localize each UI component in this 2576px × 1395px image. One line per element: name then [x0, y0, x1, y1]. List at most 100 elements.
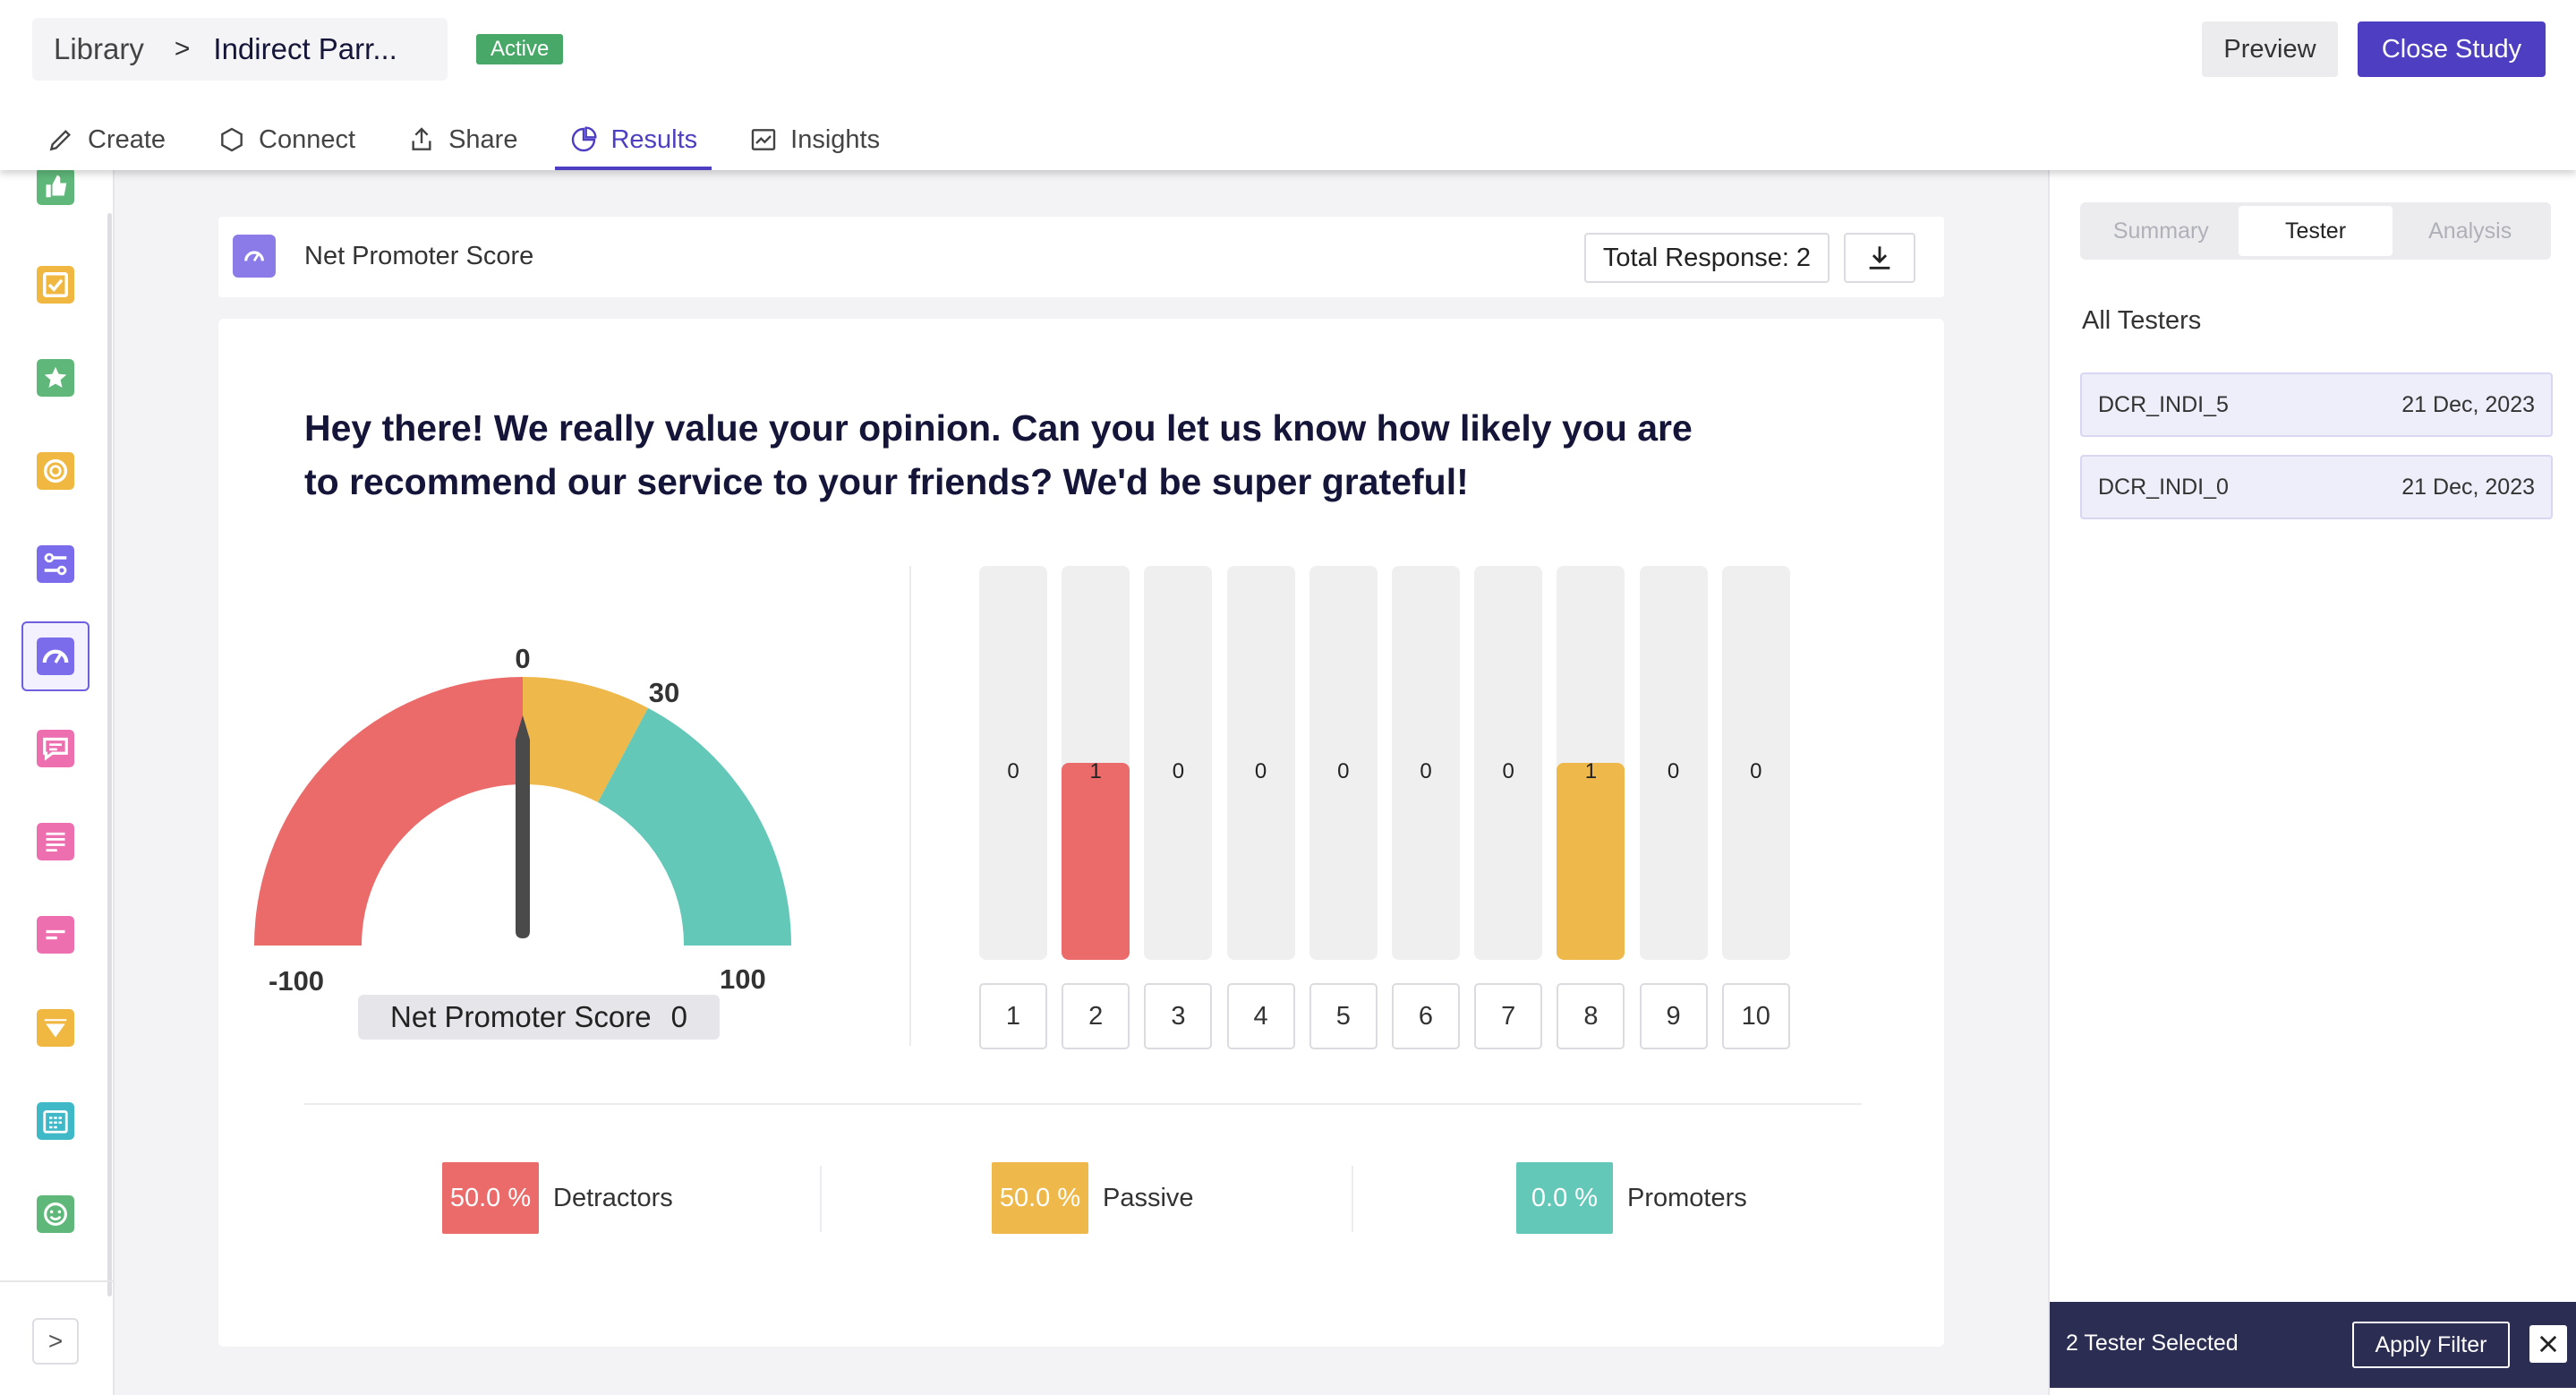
bar-track: [979, 566, 1047, 960]
chart-divider: [909, 566, 911, 1046]
thumbs-up-icon[interactable]: [32, 163, 79, 210]
calendar-icon[interactable]: [32, 1098, 79, 1144]
bar-fill: [1062, 763, 1130, 960]
summary-divider: [304, 1103, 1862, 1105]
bar-value-label: 0: [1172, 759, 1185, 783]
sidebar-divider: [0, 1280, 115, 1282]
bar-value-label: 0: [1750, 759, 1762, 783]
bar-value-label: 0: [1007, 759, 1019, 783]
bar-value-label: 0: [1254, 759, 1267, 783]
nps-summary: 50.0 % Detractors 50.0 % Passive 0.0 % P…: [218, 1160, 1944, 1236]
breadcrumb-separator: >: [174, 34, 191, 64]
passive-percent: 50.0 %: [992, 1162, 1088, 1234]
question-type-title: Net Promoter Score: [304, 242, 534, 270]
tab-analysis[interactable]: Analysis: [2428, 218, 2512, 244]
bar-fill: [1557, 763, 1625, 960]
checkbox-icon[interactable]: [32, 261, 79, 308]
breadcrumb: Library > Indirect Parr...: [32, 18, 448, 81]
bar-track: [1639, 566, 1708, 960]
insights-chart-icon: [751, 129, 776, 150]
bar-track: [1144, 566, 1213, 960]
gauge-passive-segment: [523, 677, 648, 802]
score-category-label: 9: [1639, 983, 1708, 1049]
score-category-label: 1: [979, 983, 1047, 1049]
share-icon: [412, 127, 431, 150]
gauge-detractors-segment: [254, 677, 523, 946]
gauge-needle: [516, 715, 530, 938]
dropdown-icon[interactable]: [32, 1005, 79, 1051]
star-icon[interactable]: [32, 355, 79, 401]
tab-connect-label: Connect: [259, 124, 356, 154]
status-badge: Active: [476, 34, 564, 64]
bar-value-label: 0: [1420, 759, 1432, 783]
breadcrumb-current-study: Indirect Parr...: [213, 32, 397, 65]
score-category-label: 7: [1474, 983, 1543, 1049]
long-text-icon[interactable]: [32, 818, 79, 865]
target-icon[interactable]: [32, 448, 79, 494]
detractors-percent: 50.0 %: [442, 1162, 539, 1234]
question-header: Net Promoter Score Total Response: 2: [218, 217, 1944, 297]
detractors-label: Detractors: [553, 1183, 673, 1212]
gauge-icon[interactable]: [21, 621, 90, 691]
tab-summary[interactable]: Summary: [2112, 218, 2209, 244]
tab-share-label: Share: [448, 124, 518, 154]
main-nav: Create Connect Share Results Insights: [32, 109, 917, 170]
nps-score-value: 0: [670, 1000, 687, 1033]
gauge-max-label: 100: [720, 963, 766, 995]
download-icon: [1869, 246, 1890, 270]
bar-track: [1557, 566, 1625, 960]
pencil-icon: [49, 129, 72, 151]
passive-summary: 50.0 % Passive: [992, 1160, 1194, 1236]
score-category-label: 10: [1721, 983, 1790, 1049]
question-text: Hey there! We really value your opinion.…: [304, 407, 1693, 502]
tab-insights[interactable]: Insights: [735, 109, 894, 170]
expand-sidebar-button[interactable]: >: [32, 1318, 79, 1365]
bar-track: [1392, 566, 1460, 960]
promoters-summary: 0.0 % Promoters: [1516, 1160, 1747, 1236]
close-study-button[interactable]: Close Study: [2358, 21, 2546, 77]
download-button[interactable]: [1844, 233, 1915, 283]
bar-track: [1309, 566, 1378, 960]
tester-id: DCR_INDI_5: [2098, 391, 2229, 417]
total-response-count: Total Response: 2: [1584, 233, 1830, 283]
tester-row[interactable]: DCR_INDI_5 21 Dec, 2023: [2080, 372, 2553, 437]
gauge-marker-0: 0: [515, 643, 530, 674]
tab-tester[interactable]: Tester: [2238, 206, 2393, 256]
smiley-icon[interactable]: [32, 1191, 79, 1237]
tab-connect[interactable]: Connect: [203, 109, 370, 170]
tab-results[interactable]: Results: [555, 109, 712, 170]
preview-button[interactable]: Preview: [2202, 21, 2338, 77]
tab-create[interactable]: Create: [32, 109, 180, 170]
breadcrumb-library-link[interactable]: Library: [54, 32, 144, 65]
clear-filter-button[interactable]: [2529, 1325, 2567, 1363]
bar-track: [1062, 566, 1130, 960]
sliders-icon[interactable]: [32, 541, 79, 587]
tester-date: 21 Dec, 2023: [2401, 474, 2535, 500]
bar-value-label: 0: [1667, 759, 1680, 783]
tab-insights-label: Insights: [790, 124, 881, 154]
tab-create-label: Create: [88, 124, 166, 154]
short-text-icon[interactable]: [32, 911, 79, 958]
promoters-percent: 0.0 %: [1516, 1162, 1613, 1234]
apply-filter-button[interactable]: Apply Filter: [2352, 1322, 2510, 1368]
passive-label: Passive: [1103, 1183, 1194, 1212]
pie-chart-icon: [572, 126, 597, 152]
score-category-label: 2: [1062, 983, 1130, 1049]
tab-share[interactable]: Share: [393, 109, 532, 170]
panel-tabs: Summary Tester Analysis: [2080, 202, 2551, 260]
bar-value-label: 1: [1584, 759, 1598, 783]
filter-bar: 2 Tester Selected Apply Filter: [2050, 1302, 2576, 1388]
sidebar-scrollbar[interactable]: [107, 213, 112, 1297]
score-category-label: 8: [1557, 983, 1625, 1049]
summary-separator: [1352, 1166, 1353, 1232]
tester-row[interactable]: DCR_INDI_0 21 Dec, 2023: [2080, 455, 2553, 519]
bar-track: [1721, 566, 1790, 960]
gauge-icon: [233, 235, 276, 278]
results-card: Hey there! We really value your opinion.…: [218, 319, 1944, 1347]
score-distribution-chart: 0 1 1 2 0 3 0 4 0 5 0 6 0 7 1 8 0 9 0 10: [979, 566, 1803, 1049]
score-category-label: 6: [1392, 983, 1460, 1049]
top-bar: Library > Indirect Parr... Active Previe…: [0, 0, 2576, 170]
chat-icon[interactable]: [32, 725, 79, 772]
question-type-sidebar: >: [0, 167, 115, 1395]
gauge-promoters-segment: [598, 707, 791, 946]
